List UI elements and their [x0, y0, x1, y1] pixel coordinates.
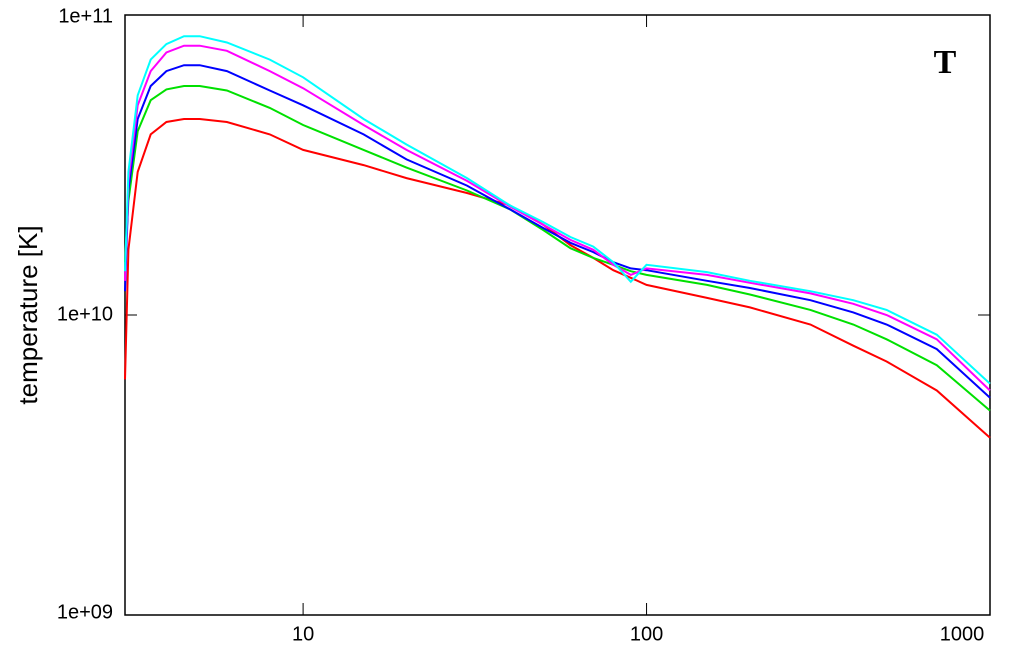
y-tick-label: 1e+10 [57, 303, 113, 325]
x-tick-label: 10 [292, 623, 314, 645]
y-tick-label: 1e+11 [58, 5, 113, 27]
series-line [124, 44, 991, 392]
x-tick-label: 1000 [940, 623, 985, 645]
y-axis-label: temperature [K] [13, 225, 43, 404]
y-tick-label: 1e+09 [57, 601, 113, 623]
series-line [124, 118, 991, 439]
series-line [124, 64, 991, 399]
series-line [124, 35, 991, 385]
annotation: T [934, 44, 957, 81]
series-line [124, 85, 991, 412]
x-tick-label: 100 [630, 623, 663, 645]
